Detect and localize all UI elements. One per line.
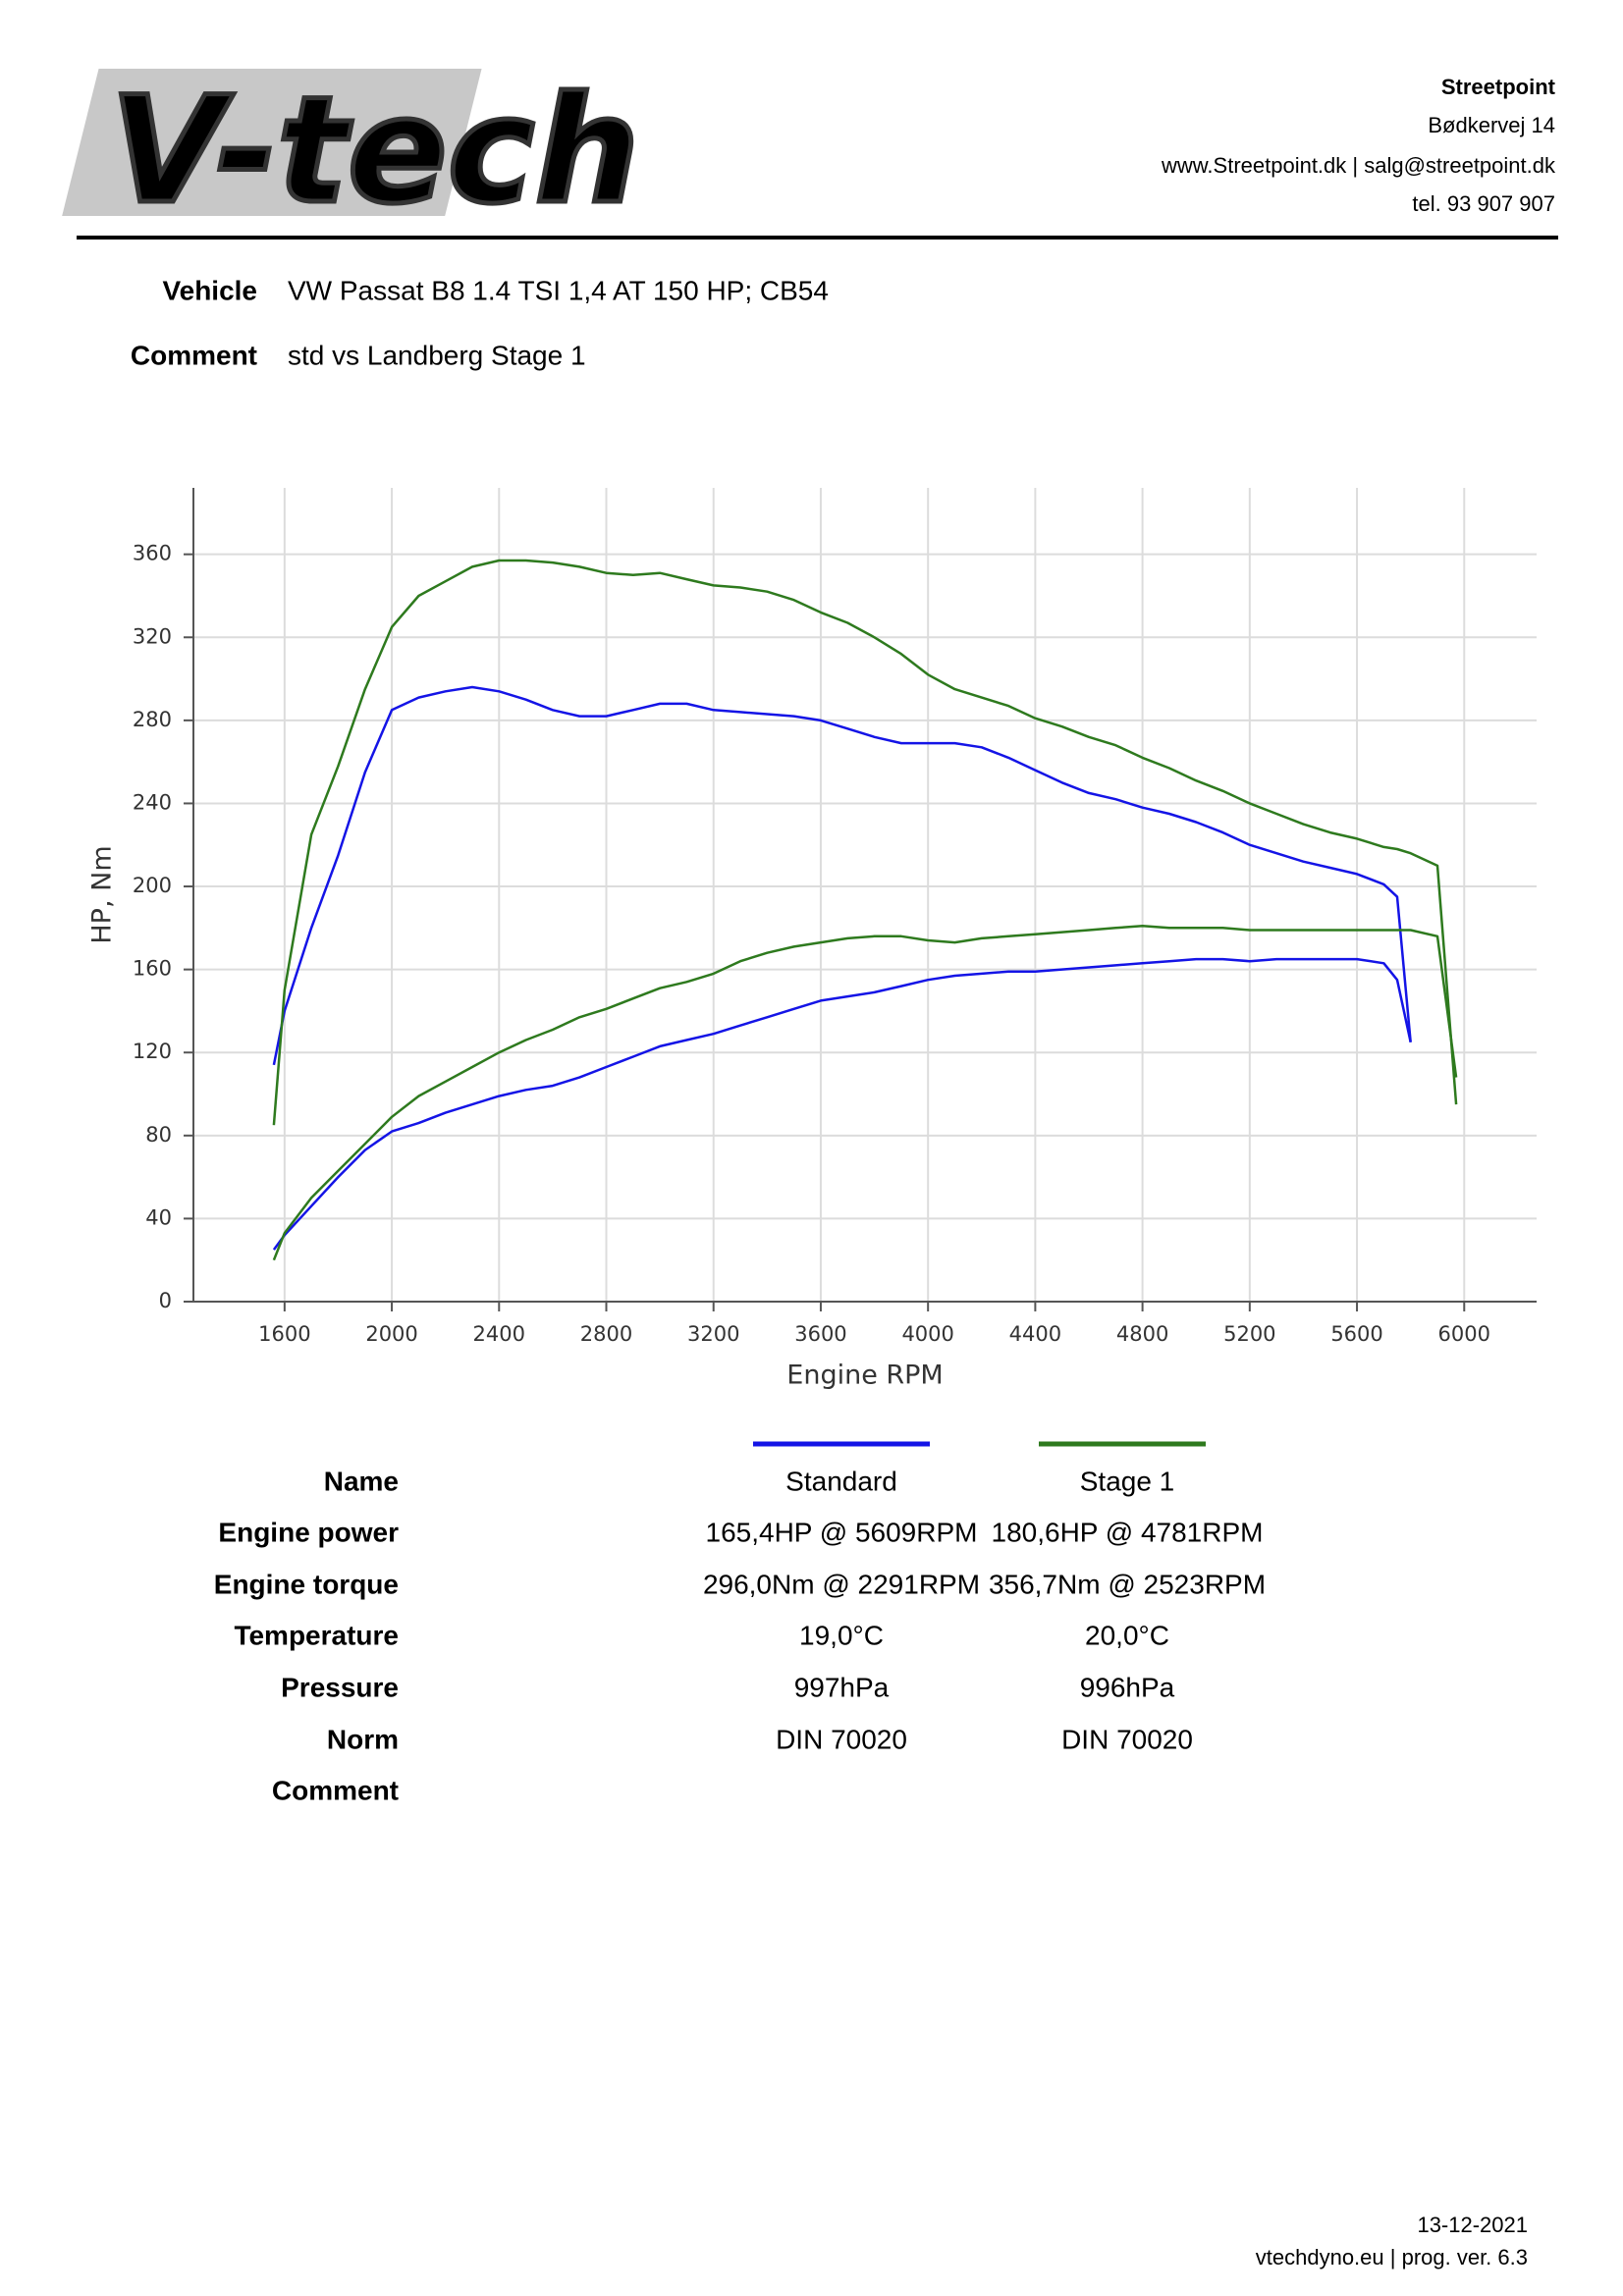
cell: 997hPa xyxy=(794,1672,890,1702)
x-tick-label: 2400 xyxy=(473,1322,525,1346)
comment-label: Comment xyxy=(131,340,257,370)
x-tick-label: 2800 xyxy=(580,1322,632,1346)
vehicle-value: VW Passat B8 1.4 TSI 1,4 AT 150 HP; CB54 xyxy=(288,275,829,305)
cell: 165,4HP @ 5609RPM xyxy=(706,1517,978,1547)
cell: DIN 70020 xyxy=(776,1724,907,1754)
y-tick-label: 240 xyxy=(133,790,172,814)
y-tick-label: 0 xyxy=(159,1289,172,1312)
series-line xyxy=(272,924,1458,1261)
company: Streetpoint xyxy=(1441,75,1556,99)
date: 13-12-2021 xyxy=(1417,2213,1528,2237)
x-tick-label: 6000 xyxy=(1438,1322,1490,1346)
y-tick-label: 120 xyxy=(133,1040,172,1063)
x-tick-label: 2000 xyxy=(365,1322,417,1346)
row-label: Engine power xyxy=(218,1517,399,1547)
y-tick-label: 80 xyxy=(145,1123,172,1147)
version: vtechdyno.eu | prog. ver. 6.3 xyxy=(1256,2245,1528,2269)
row-label: Pressure xyxy=(281,1672,399,1702)
cell: 180,6HP @ 4781RPM xyxy=(992,1517,1264,1547)
x-tick-label: 3600 xyxy=(794,1322,846,1346)
cell: 19,0°C xyxy=(799,1620,884,1650)
x-tick-label: 3200 xyxy=(687,1322,739,1346)
row-label: Temperature xyxy=(234,1620,399,1650)
address: Bødkervej 14 xyxy=(1428,113,1555,137)
y-tick-label: 200 xyxy=(133,874,172,897)
series-line xyxy=(272,685,1412,1066)
x-tick-label: 4400 xyxy=(1009,1322,1061,1346)
cell: Stage 1 xyxy=(1080,1466,1175,1496)
x-tick-label: 5600 xyxy=(1330,1322,1382,1346)
comment-value: std vs Landberg Stage 1 xyxy=(288,340,586,370)
series-line xyxy=(272,559,1458,1126)
y-tick-label: 160 xyxy=(133,957,172,981)
phone: tel. 93 907 907 xyxy=(1412,191,1555,216)
row-label: Name xyxy=(324,1466,399,1496)
cell: 20,0°C xyxy=(1085,1620,1169,1650)
row-label: Comment xyxy=(272,1775,399,1805)
x-tick-label: 5200 xyxy=(1223,1322,1275,1346)
y-axis-label: HP, Nm xyxy=(87,845,118,943)
row-label: Norm xyxy=(327,1724,399,1754)
y-tick-label: 360 xyxy=(133,542,172,565)
logo-v: V xyxy=(110,66,234,237)
y-tick-label: 320 xyxy=(133,624,172,648)
logo-text: -tech xyxy=(216,66,639,237)
cell: 996hPa xyxy=(1080,1672,1175,1702)
y-tick-label: 280 xyxy=(133,708,172,731)
cell: 296,0Nm @ 2291RPM xyxy=(703,1569,980,1599)
vehicle-label: Vehicle xyxy=(162,275,257,305)
y-tick-label: 40 xyxy=(145,1205,172,1229)
cell: Standard xyxy=(785,1466,897,1496)
x-axis-label: Engine RPM xyxy=(786,1361,943,1391)
cell: 356,7Nm @ 2523RPM xyxy=(989,1569,1266,1599)
row-label: Engine torque xyxy=(214,1569,399,1599)
logo-backdrop xyxy=(62,69,482,216)
series-line xyxy=(272,957,1412,1251)
x-tick-label: 4800 xyxy=(1116,1322,1168,1346)
x-tick-label: 4000 xyxy=(901,1322,953,1346)
x-tick-label: 1600 xyxy=(258,1322,310,1346)
web: www.Streetpoint.dk | salg@streetpoint.dk xyxy=(1161,153,1556,178)
cell: DIN 70020 xyxy=(1061,1724,1193,1754)
